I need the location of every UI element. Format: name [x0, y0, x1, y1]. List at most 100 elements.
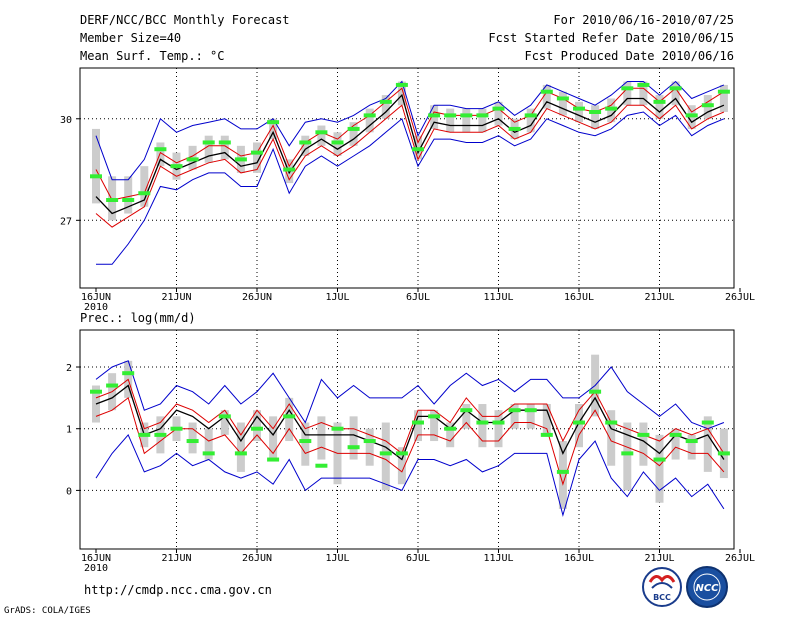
x-tick-label: 11JUL [483, 292, 513, 303]
median-marker [428, 113, 441, 118]
median-marker [556, 96, 569, 101]
spread-box [92, 128, 100, 204]
member-size-label: Member Size=40 [80, 31, 181, 45]
x-tick-label: 16JUN [81, 292, 111, 303]
chart-title: DERF/NCC/BCC Monthly Forecast [80, 13, 290, 27]
series-line-upper [95, 378, 725, 455]
median-marker [170, 426, 183, 431]
spread-box [414, 410, 422, 442]
median-marker [138, 191, 151, 196]
median-marker [267, 120, 280, 125]
spread-box [719, 84, 728, 112]
x-tick-label: 26JUN [242, 292, 272, 303]
median-marker [347, 126, 360, 131]
median-marker [234, 157, 247, 162]
spread-box [478, 404, 487, 448]
median-marker [347, 445, 360, 450]
median-marker [218, 414, 231, 419]
y-tick-label: 27 [60, 216, 72, 227]
median-marker [669, 86, 682, 91]
median-marker [573, 106, 585, 111]
x-year-label: 2010 [84, 563, 108, 574]
spread-box [365, 428, 374, 466]
series-line-lower [95, 104, 725, 228]
median-marker [653, 457, 666, 462]
series-line-lower [95, 397, 725, 486]
ncc-logo-text: NCC [695, 583, 719, 594]
spread-box [655, 434, 664, 503]
median-marker [234, 451, 247, 456]
median-marker [154, 432, 167, 437]
x-tick-label: 6JUL [406, 553, 430, 564]
x-tick-label: 21JUL [644, 292, 674, 303]
median-marker [202, 140, 215, 145]
x-tick-label: 21JUL [644, 553, 674, 564]
median-marker [476, 420, 489, 425]
series-line-upper [95, 87, 725, 201]
spread-box [253, 410, 261, 442]
spread-box [542, 404, 551, 435]
median-marker [589, 110, 602, 114]
spread-box [269, 416, 278, 460]
median-marker [476, 113, 489, 118]
source-url: http://cmdp.ncc.cma.gov.cn [84, 583, 272, 597]
median-marker [363, 439, 376, 444]
median-marker [637, 432, 650, 437]
median-marker [605, 106, 618, 111]
spread-box [575, 101, 583, 123]
median-marker [315, 463, 328, 468]
spread-box [591, 105, 600, 129]
median-marker [556, 469, 569, 474]
median-marker [122, 198, 135, 202]
spread-box [671, 428, 680, 460]
bottom-variable-label: Prec.: log(mm/d) [80, 311, 196, 325]
median-marker [395, 82, 408, 87]
series-line-mean [95, 93, 725, 215]
median-marker [218, 140, 231, 145]
spread-box [542, 84, 551, 109]
median-marker [621, 86, 634, 91]
series-line-mean [95, 384, 725, 461]
spread-box [381, 422, 390, 491]
median-marker [524, 408, 537, 413]
ncc-logo: NCC [686, 566, 728, 608]
median-marker [331, 140, 344, 145]
spread-box [446, 108, 455, 133]
median-marker [186, 439, 199, 444]
median-marker [444, 113, 457, 118]
median-marker [508, 126, 521, 131]
spread-box [446, 422, 455, 448]
spread-box [220, 410, 229, 435]
spread-box [639, 422, 648, 466]
spread-box [397, 81, 406, 106]
median-marker [492, 106, 505, 111]
median-marker [315, 130, 328, 135]
median-marker [283, 414, 296, 419]
forecast-range-label: For 2010/06/16-2010/07/25 [553, 13, 734, 27]
x-tick-label: 26JUN [242, 553, 272, 564]
median-marker [331, 426, 344, 431]
x-tick-label: 1JUL [325, 292, 349, 303]
median-marker [170, 164, 183, 169]
median-marker [267, 457, 280, 462]
spread-box [623, 422, 632, 491]
x-tick-label: 16JUL [564, 553, 594, 564]
median-marker [428, 414, 441, 419]
median-marker [589, 389, 602, 394]
spread-box [703, 416, 712, 472]
median-marker [701, 103, 714, 108]
spread-box [623, 81, 632, 106]
spread-box [526, 108, 535, 133]
median-marker [90, 174, 102, 179]
precipitation-panel: 16JUN 21JUN 26JUN 1JUL 6JUL 11JUL 16JUL 21JUL 26… [66, 329, 755, 574]
spread-box [269, 118, 278, 140]
median-marker [637, 82, 650, 87]
spread-box [349, 416, 358, 460]
x-tick-label: 6JUL [406, 292, 430, 303]
ncc-logo-inner-ring [693, 573, 721, 601]
bcc-logo: BCC [642, 567, 682, 607]
spread-box [575, 404, 583, 448]
spread-box [140, 166, 149, 207]
median-marker [605, 420, 618, 425]
x-tick-label: 11JUL [483, 553, 513, 564]
